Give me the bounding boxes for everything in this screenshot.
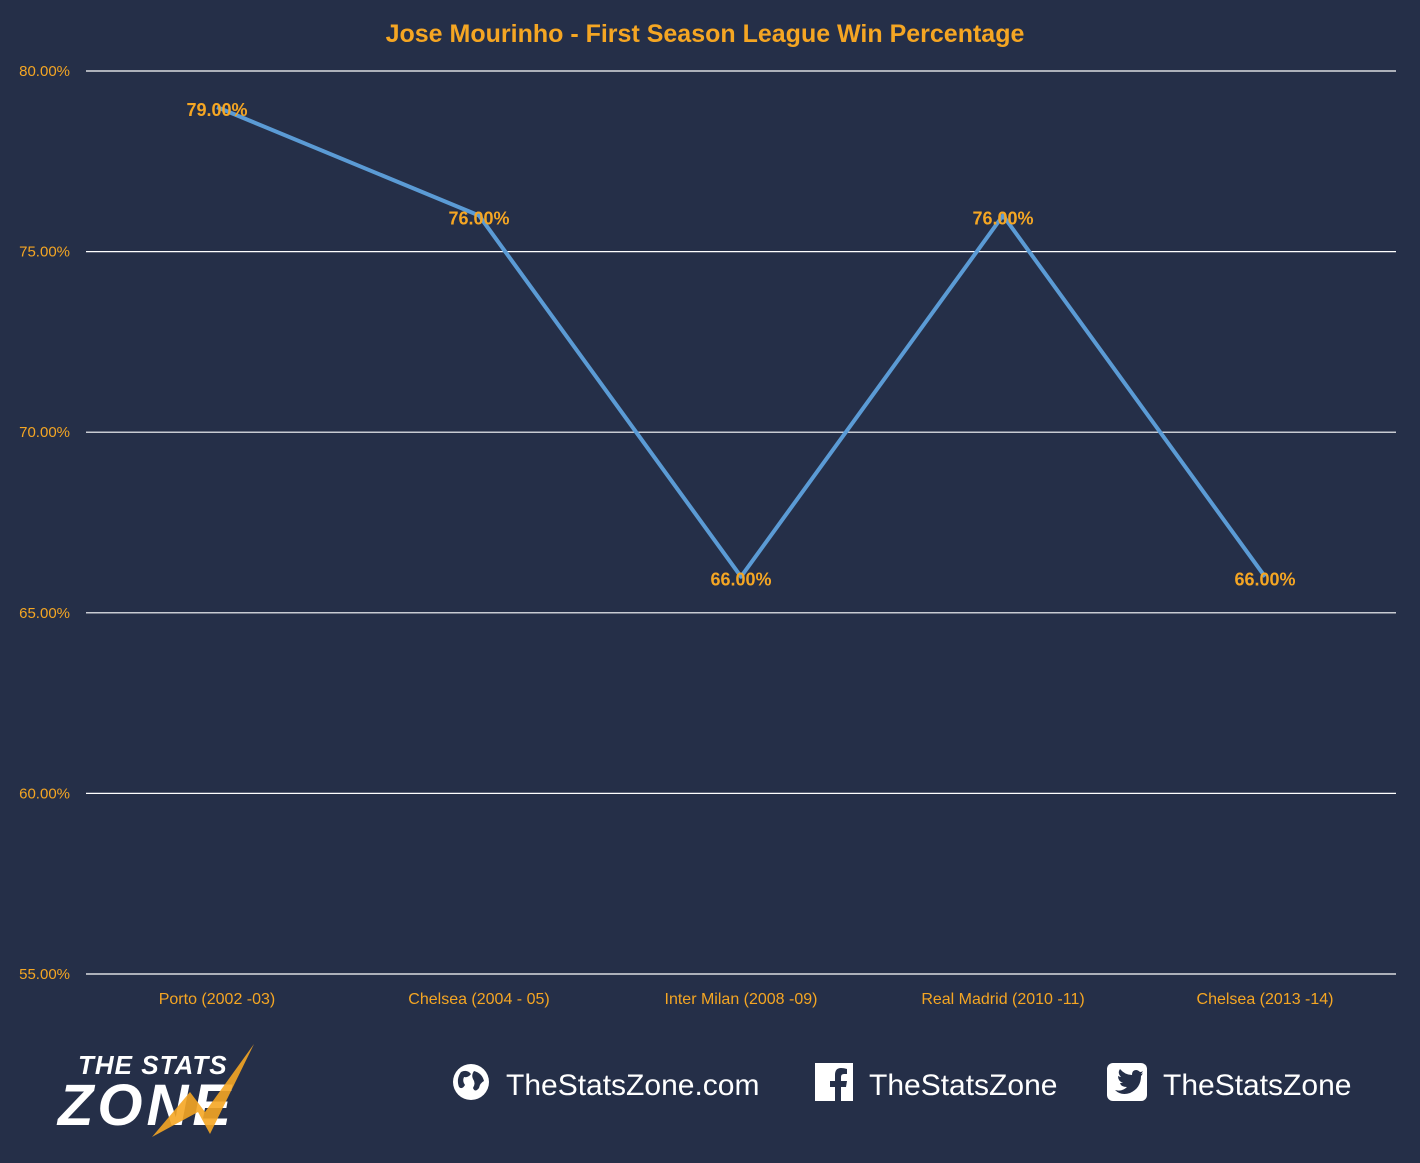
x-tick-label: Real Madrid (2010 -11) bbox=[921, 991, 1084, 1008]
x-tick-label: Inter Milan (2008 -09) bbox=[665, 991, 818, 1008]
data-label: 76.00% bbox=[448, 208, 509, 228]
website-text: TheStatsZone.com bbox=[506, 1069, 760, 1102]
y-tick-label: 80.00% bbox=[19, 63, 70, 80]
footer-bar: THE STATS ZONE TheStatsZone.com TheStats… bbox=[0, 1012, 1420, 1163]
y-axis-ticks: 80.00% 75.00% 70.00% 65.00% 60.00% 55.00% bbox=[19, 63, 70, 983]
facebook-link[interactable]: TheStatsZone bbox=[815, 1063, 1058, 1109]
twitter-text: TheStatsZone bbox=[1163, 1069, 1352, 1102]
facebook-icon bbox=[815, 1063, 853, 1109]
twitter-icon bbox=[1107, 1063, 1147, 1109]
data-label: 79.00% bbox=[186, 100, 247, 120]
data-label: 76.00% bbox=[972, 208, 1033, 228]
x-tick-label: Chelsea (2013 -14) bbox=[1197, 991, 1334, 1008]
y-tick-label: 60.00% bbox=[19, 785, 70, 802]
y-tick-label: 65.00% bbox=[19, 605, 70, 622]
x-axis-ticks: Porto (2002 -03) Chelsea (2004 - 05) Inter… bbox=[159, 991, 1334, 1008]
website-link[interactable]: TheStatsZone.com bbox=[452, 1064, 759, 1108]
series-line bbox=[216, 105, 1267, 579]
line-chart: Jose Mourinho - First Season League Win … bbox=[19, 20, 1396, 1008]
chart-title: Jose Mourinho - First Season League Win … bbox=[386, 20, 1025, 48]
data-label: 66.00% bbox=[1234, 570, 1295, 590]
x-tick-label: Chelsea (2004 - 05) bbox=[408, 991, 549, 1008]
y-tick-label: 55.00% bbox=[19, 966, 70, 983]
y-tick-label: 75.00% bbox=[19, 244, 70, 261]
facebook-text: TheStatsZone bbox=[869, 1069, 1058, 1102]
data-labels: 79.00% 76.00% 66.00% 76.00% 66.00% bbox=[186, 100, 1295, 590]
chart-panel: Jose Mourinho - First Season League Win … bbox=[0, 0, 1420, 1012]
logo-text-top: THE STATS bbox=[78, 1050, 228, 1080]
logo-swoosh-icon bbox=[152, 1044, 254, 1137]
logo-text-bottom: ZONE bbox=[58, 1073, 236, 1138]
twitter-link[interactable]: TheStatsZone bbox=[1107, 1063, 1352, 1109]
gridlines bbox=[86, 70, 1396, 975]
globe-icon bbox=[452, 1063, 490, 1109]
x-tick-label: Porto (2002 -03) bbox=[159, 991, 276, 1008]
y-tick-label: 70.00% bbox=[19, 424, 70, 441]
series-line-layer bbox=[216, 105, 1267, 579]
data-label: 66.00% bbox=[710, 570, 771, 590]
